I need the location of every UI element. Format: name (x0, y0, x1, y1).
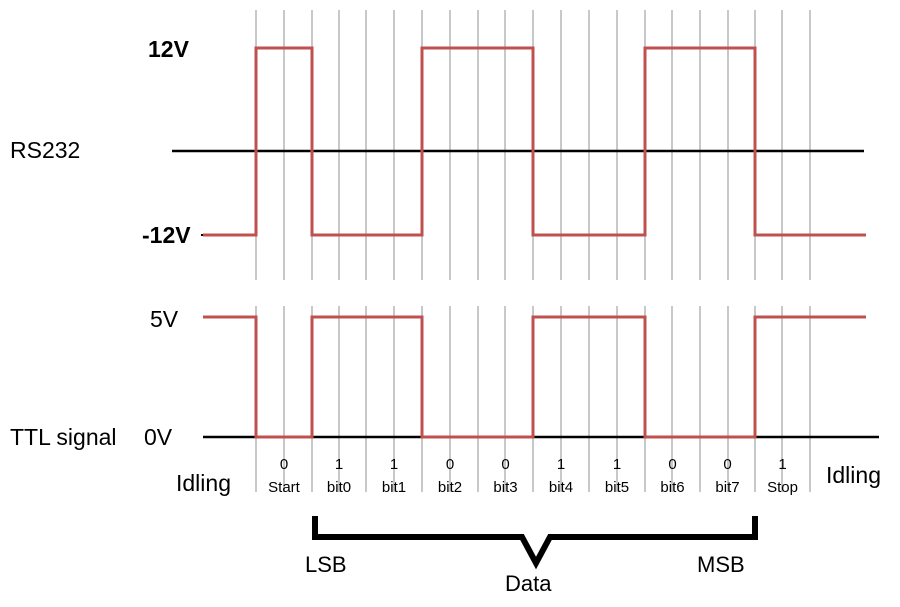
ttl-low-label: 0V (144, 424, 173, 450)
ttl-high-label: 5V (150, 306, 179, 332)
bit-name-label: bit6 (660, 479, 684, 496)
ttl-title: TTL signal (10, 424, 117, 450)
rs232-low-label: -12V (142, 222, 191, 248)
bit-name-label: Start (268, 479, 301, 496)
bit-name-label: bit3 (493, 479, 517, 496)
data-brace (312, 516, 758, 570)
idle-left-label: Idling (176, 470, 231, 496)
lsb-label: LSB (305, 552, 347, 577)
ttl-waveform (203, 315, 866, 439)
axes (172, 149, 879, 439)
bit-name-label: bit7 (715, 479, 739, 496)
rs232-high-label: 12V (148, 36, 190, 62)
bit-value-label: 1 (390, 456, 398, 473)
idle-right-label: Idling (826, 462, 881, 488)
signal-waveforms (203, 46, 866, 439)
bit-value-label: 0 (668, 456, 676, 473)
bit-name-label: Stop (767, 479, 798, 496)
bit-value-label: 1 (778, 456, 786, 473)
bit-value-label: 0 (446, 456, 454, 473)
bit-value-label: 0 (280, 456, 288, 473)
msb-label: MSB (697, 552, 745, 577)
bit-value-label: 1 (335, 456, 343, 473)
data-label: Data (505, 571, 552, 596)
rs232-waveform (203, 46, 866, 237)
bit-value-label: 0 (501, 456, 509, 473)
bit-labels: 0 Start 1 bit0 1 bit1 0 bit2 0 bit3 1 bit4 1 bit5 0 bit… (268, 456, 798, 496)
bit-name-label: bit2 (438, 479, 462, 496)
rs232-title: RS232 (10, 137, 80, 163)
bit-name-label: bit5 (605, 479, 629, 496)
bit-value-label: 1 (613, 456, 621, 473)
bit-name-label: bit0 (327, 479, 351, 496)
bit-name-label: bit1 (382, 479, 406, 496)
bit-name-label: bit4 (549, 479, 573, 496)
bit-value-label: 0 (723, 456, 731, 473)
bit-value-label: 1 (557, 456, 565, 473)
